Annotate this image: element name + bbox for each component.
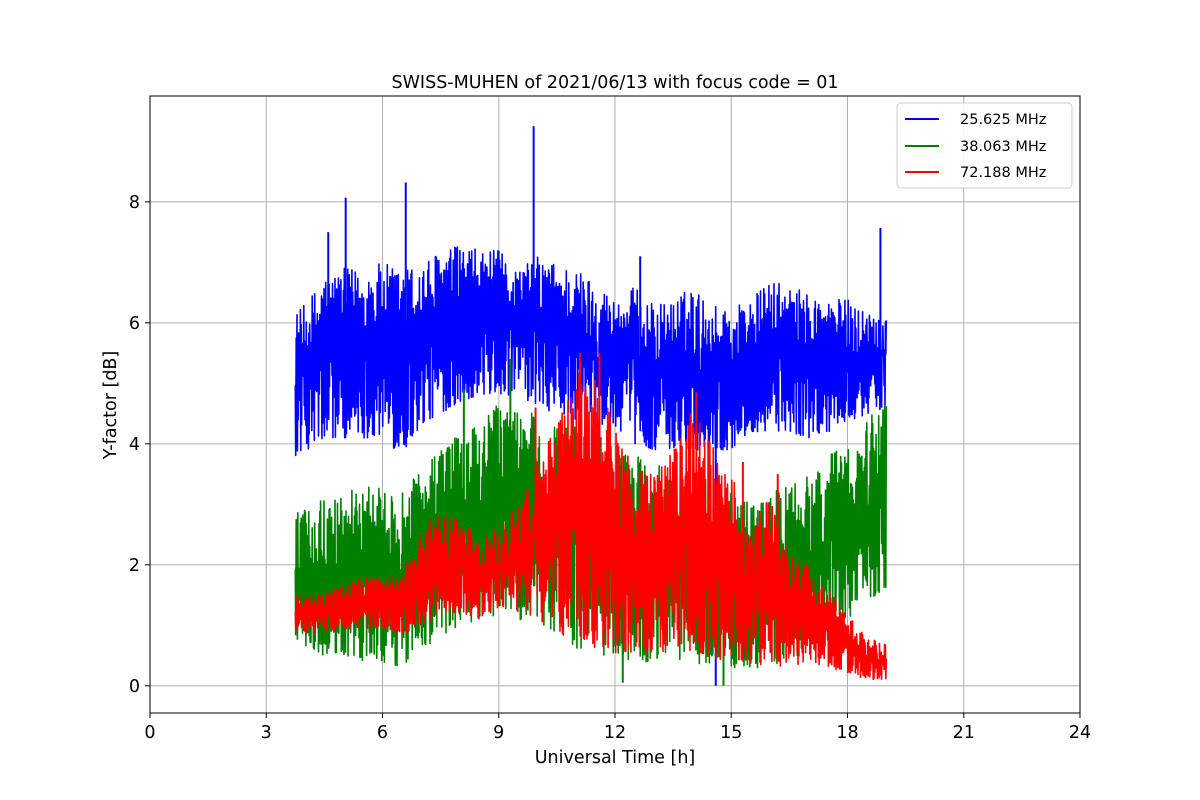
x-tick-label: 6 — [377, 723, 388, 743]
x-tick-label: 18 — [836, 723, 858, 743]
x-tick-label: 24 — [1069, 723, 1091, 743]
legend-box — [896, 102, 1073, 189]
y-tick-label: 2 — [129, 556, 140, 576]
chart-title: SWISS-MUHEN of 2021/06/13 with focus cod… — [392, 73, 839, 93]
x-tick-label: 3 — [261, 723, 272, 743]
series-layer — [294, 126, 888, 686]
x-tick-label: 12 — [604, 723, 626, 743]
series-line-1 — [294, 246, 888, 457]
x-tick-label: 0 — [144, 723, 155, 743]
legend-label-series-1: 25.625 MHz — [960, 112, 1046, 128]
plot-area — [149, 95, 1081, 714]
y-axis: 0 2 4 6 8 — [129, 193, 150, 697]
x-tick-label: 21 — [953, 723, 975, 743]
x-axis-label: Universal Time [h] — [535, 748, 695, 768]
x-tick-label: 15 — [720, 723, 742, 743]
legend: 25.625 MHz 38.063 MHz 72.188 MHz — [896, 102, 1073, 189]
y-tick-label: 0 — [129, 677, 140, 697]
y-tick-label: 6 — [129, 314, 140, 334]
legend-label-series-2: 38.063 MHz — [960, 139, 1046, 155]
y-tick-label: 8 — [129, 193, 140, 213]
legend-label-series-3: 72.188 MHz — [960, 165, 1046, 181]
x-tick-label: 9 — [493, 723, 504, 743]
y-axis-label: Y-factor [dB] — [101, 351, 121, 461]
x-axis: 0 3 6 9 12 15 18 21 24 — [144, 713, 1091, 743]
y-tick-label: 4 — [129, 435, 140, 455]
series-line-3 — [294, 372, 888, 681]
